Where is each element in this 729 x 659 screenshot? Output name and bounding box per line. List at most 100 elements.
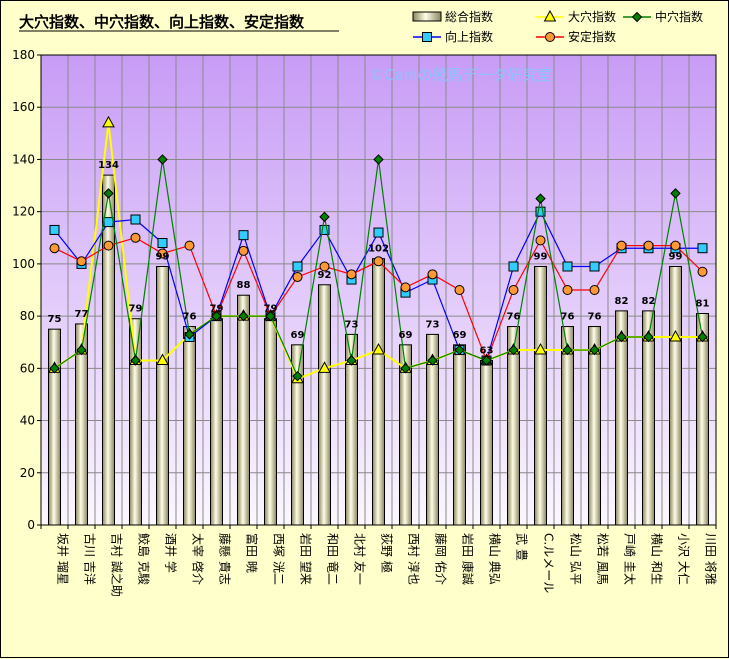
bar-data-label: 73 — [345, 319, 359, 330]
x-tick-label: 和田 竜二 — [326, 533, 340, 585]
point-marker — [697, 266, 708, 277]
bar-data-label: 99 — [669, 252, 683, 263]
bar-data-label: 88 — [237, 280, 251, 291]
x-tick-label: 古川 吉洋 — [83, 533, 98, 585]
point-marker — [292, 370, 303, 382]
point-marker — [156, 353, 169, 365]
point-marker — [265, 310, 276, 322]
point-marker — [372, 343, 385, 355]
x-tick-label: 藤岡 佑介 — [434, 533, 448, 585]
axes-layer: 0 20 40 60 80 100 120 140 160 180 坂井 瑠星 古川 吉洋 吉村 誠之助… — [12, 48, 718, 597]
point-marker — [422, 32, 432, 42]
x-tick-label: 藤懸 貴志 — [218, 533, 232, 585]
watermark: ©Caniの競馬データ研究室 — [369, 66, 552, 84]
legend-label: 総合指数 — [445, 9, 493, 24]
point-marker — [292, 271, 303, 282]
legend-label: 安定指数 — [568, 29, 616, 44]
bar — [156, 266, 169, 526]
point-marker — [318, 361, 331, 373]
bar-data-label: 69 — [291, 330, 305, 341]
bar-data-label: 99 — [534, 252, 548, 263]
bar — [237, 294, 250, 526]
bar-data-label: 92 — [318, 270, 332, 281]
bar-data-label: 73 — [426, 319, 440, 330]
line-series — [49, 232, 708, 366]
bar — [696, 313, 709, 526]
bar-data-label: 79 — [129, 304, 143, 315]
point-marker — [319, 261, 330, 272]
x-tick-label: 岩田 康誠 — [461, 533, 476, 585]
point-marker — [534, 343, 547, 355]
point-marker — [643, 240, 654, 251]
point-marker — [643, 331, 654, 343]
bar — [507, 326, 520, 526]
point-marker — [589, 344, 600, 356]
bar-data-label: 77 — [75, 309, 89, 320]
point-marker — [589, 261, 600, 272]
x-tick-label: 川田 将雅 — [704, 533, 719, 585]
point-marker — [157, 248, 168, 259]
bar — [372, 258, 385, 526]
point-marker — [481, 355, 492, 366]
point-marker — [697, 331, 708, 343]
x-tick-label: 吉村 誠之助 — [110, 533, 124, 597]
bar — [642, 310, 655, 526]
point-marker — [319, 224, 330, 235]
point-marker — [103, 188, 114, 199]
point-marker — [616, 240, 627, 251]
point-marker — [400, 363, 411, 374]
bar — [264, 318, 277, 526]
legend-label: 大穴指数 — [568, 9, 616, 24]
point-marker — [238, 310, 249, 322]
bar — [129, 318, 142, 526]
line-series — [49, 154, 708, 382]
x-tick-label: 小沢 大仁 — [677, 533, 691, 585]
point-marker — [535, 206, 546, 217]
y-tick-label: 140 — [12, 152, 35, 166]
bar-data-label: 102 — [368, 244, 389, 255]
x-tick-label: 横山 和生 — [650, 533, 664, 585]
point-marker — [508, 285, 519, 295]
bar — [210, 318, 223, 526]
point-marker — [130, 355, 141, 366]
point-marker — [238, 245, 249, 256]
bar — [183, 326, 196, 526]
bar — [561, 326, 574, 526]
point-marker — [616, 331, 627, 343]
point-marker — [373, 154, 384, 165]
bar-data-label: 99 — [156, 252, 170, 263]
bar-data-label: 76 — [561, 312, 575, 323]
bar-data-label: 134 — [98, 160, 119, 171]
y-tick-label: 20 — [20, 466, 35, 480]
x-tick-label: 松若 風馬 — [596, 533, 610, 585]
point-marker — [157, 238, 168, 248]
point-marker — [669, 329, 682, 342]
point-marker — [400, 282, 411, 293]
point-marker — [373, 256, 384, 267]
point-marker — [211, 310, 222, 322]
y-tick-label: 160 — [12, 100, 35, 114]
point-marker — [535, 193, 546, 204]
point-marker — [697, 243, 708, 254]
y-tick-label: 40 — [20, 414, 35, 428]
bar-data-label: 75 — [48, 314, 62, 325]
x-tick-label: 鮫島 克駿 — [137, 533, 152, 585]
legend-swatch — [412, 11, 442, 22]
y-tick-label: 180 — [12, 48, 35, 62]
point-marker — [184, 240, 195, 251]
x-tick-label: 北村 友一 — [353, 533, 367, 585]
bar-data-label: 69 — [453, 330, 467, 341]
x-tick-label: 西村 淳也 — [407, 533, 422, 585]
point-marker — [508, 261, 519, 272]
point-marker — [545, 32, 555, 42]
bar — [318, 284, 331, 526]
x-tick-label: 荻野 極 — [380, 533, 395, 573]
point-marker — [373, 227, 384, 238]
data-labels-layer: 75 77 134 79 99 76 79 88 79 69 92 73 102 69 73 69 63 76 99… — [48, 160, 710, 356]
bar — [453, 344, 466, 526]
x-tick-label: 岩田 望来 — [299, 533, 314, 585]
y-tick-label: 80 — [20, 309, 35, 323]
y-tick-label: 120 — [12, 205, 35, 219]
